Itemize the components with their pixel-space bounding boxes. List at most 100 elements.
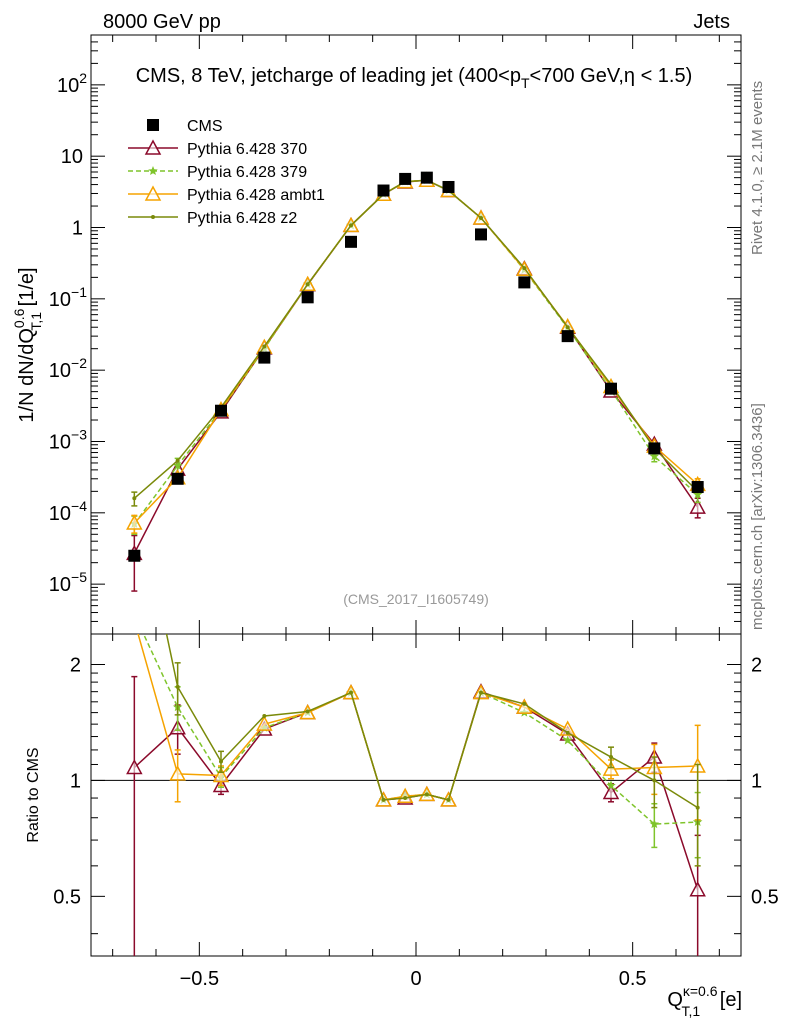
ratio-series-pythia-6-428-z2 (132, 479, 701, 867)
ratio-point-pythia-6-428-z2 (381, 797, 386, 802)
ratio-y-tick-label: 1 (70, 770, 81, 792)
x-axis-label: Qκ=0.6 T,1 [e] (667, 983, 742, 1019)
main-point-pythia-6-428-z2 (522, 266, 527, 271)
main-point-cms (301, 291, 314, 304)
main-point-pythia-6-428-z2 (565, 325, 570, 330)
main-point-cms (605, 382, 617, 395)
main-series-pythia-6-428-z2 (131, 178, 700, 507)
legend-label-pythia-6-428-379: Pythia 6.428 379 (187, 164, 307, 181)
ratio-y-tick-label-right: 2 (751, 654, 762, 676)
main-point-pythia-6-428-z2 (262, 344, 267, 349)
legend-marker-pythia-6-428-z2 (151, 215, 155, 219)
main-series-pythia-6-428-379 (129, 175, 703, 536)
main-y-axis-label: 1/N dN/dQ0.6T,1 [1/e] (11, 267, 44, 422)
ratio-point-pythia-6-428-z2 (479, 690, 483, 695)
main-line-pythia-6-428-370 (133, 179, 699, 554)
main-point-cms (561, 330, 574, 343)
ratio-point-pythia-6-428-379 (606, 780, 616, 790)
main-y-tick-label: 10−3 (49, 426, 87, 453)
x-tick-label: −0.5 (180, 968, 219, 990)
main-point-cms (399, 172, 412, 185)
legend: CMS Pythia 6.428 370 Pythia 6.428 379 Pythi… (128, 118, 325, 227)
main-series-layer (126, 171, 706, 592)
header-left-label: 8000 GeV pp (103, 11, 221, 33)
main-point-pythia-6-428-z2 (349, 223, 353, 228)
ratio-point-pythia-6-428-z2 (652, 778, 657, 783)
ratio-y-axis-label: Ratio to CMS (25, 747, 42, 842)
ratio-point-pythia-6-428-z2 (609, 755, 613, 760)
legend-label-pythia-6-428-ambt1: Pythia 6.428 ambt1 (187, 187, 325, 204)
ratio-line-pythia-6-428-z2 (165, 634, 699, 809)
main-point-cms (691, 481, 704, 494)
ratio-point-pythia-6-428-ambt1 (127, 614, 141, 627)
ratio-point-pythia-6-428-z2 (695, 805, 700, 810)
ratio-point-pythia-6-428-370 (126, 758, 143, 775)
legend-marker-pythia-6-428-ambt1 (144, 185, 162, 201)
ratio-point-pythia-6-428-379 (649, 819, 660, 829)
ratio-line-pythia-6-428-ambt1 (137, 634, 698, 801)
ratio-point-pythia-6-428-z2 (403, 796, 408, 801)
main-point-pythia-6-428-379 (649, 451, 660, 461)
ratio-point-pythia-6-428-ambt1 (256, 715, 273, 731)
ratio-point-pythia-6-428-z2 (565, 730, 570, 735)
main-y-tick-label: 10−1 (49, 284, 87, 311)
x-tick-label: 0.5 (619, 968, 647, 990)
main-y-tick-label: 10−2 (49, 355, 87, 382)
main-series-pythia-6-428-370 (126, 171, 706, 592)
ratio-point-pythia-6-428-z2 (175, 684, 180, 689)
ratio-y-tick-label: 2 (70, 654, 81, 676)
main-point-cms (128, 549, 141, 562)
legend-entry-pythia-6-428-z2: Pythia 6.428 z2 (128, 210, 297, 227)
ratio-point-pythia-6-428-z2 (219, 759, 223, 764)
ratio-point-pythia-6-428-ambt1 (169, 765, 186, 781)
main-point-cms (171, 472, 184, 485)
main-series-pythia-6-428-ambt1 (126, 171, 706, 534)
ratio-y-tick-label: 0.5 (53, 886, 81, 908)
main-point-cms (420, 171, 433, 184)
main-chart-title: CMS, 8 TeV, jetcharge of leading jet (40… (136, 65, 693, 91)
main-point-pythia-6-428-379 (692, 489, 703, 499)
main-y-tick-label: 102 (57, 70, 87, 97)
main-point-cms (258, 351, 271, 364)
legend-entry-pythia-6-428-379: Pythia 6.428 379 (128, 164, 307, 181)
mcplots-label: mcplots.cern.ch [arXiv:1306.3436] (749, 403, 766, 630)
ratio-point-pythia-6-428-z2 (349, 690, 353, 695)
main-point-cms (345, 235, 357, 248)
main-point-cms (442, 180, 455, 193)
main-point-cms (648, 442, 661, 455)
legend-label-cms: CMS (187, 118, 223, 135)
main-point-pythia-6-428-z2 (305, 282, 310, 287)
ratio-point-pythia-6-428-z2 (132, 479, 136, 483)
ratio-point-pythia-6-428-ambt1 (559, 720, 576, 736)
main-line-pythia-6-428-z2 (133, 179, 699, 499)
ratio-point-pythia-6-428-z2 (424, 792, 429, 797)
ratio-point-pythia-6-428-ambt1 (212, 766, 230, 783)
main-line-pythia-6-428-379 (133, 179, 699, 525)
ratio-point-pythia-6-428-379 (130, 609, 140, 618)
legend-label-pythia-6-428-370: Pythia 6.428 370 (187, 141, 307, 158)
legend-entry-pythia-6-428-ambt1: Pythia 6.428 ambt1 (128, 185, 325, 204)
legend-entry-pythia-6-428-370: Pythia 6.428 370 (128, 139, 307, 158)
ratio-point-pythia-6-428-z2 (305, 709, 310, 714)
main-series-cms (128, 171, 704, 562)
legend-marker-cms (147, 119, 159, 131)
main-point-pythia-6-428-370 (689, 498, 706, 514)
main-point-pythia-6-428-z2 (132, 496, 137, 501)
header-right-label: Jets (693, 11, 730, 33)
main-y-tick-label: 10−4 (49, 498, 87, 525)
main-y-tick-label: 10 (61, 146, 83, 168)
legend-label-pythia-6-428-z2: Pythia 6.428 z2 (187, 210, 297, 227)
x-tick-label: 0 (410, 968, 421, 990)
ratio-point-pythia-6-428-z2 (522, 701, 527, 706)
main-point-cms (377, 184, 390, 197)
main-axis-ticks: 10−5 10−4 10−3 10−2 10−1 1 10 102 (49, 34, 741, 635)
ratio-point-pythia-6-428-ambt1 (602, 760, 620, 776)
main-line-pythia-6-428-ambt1 (133, 179, 699, 524)
main-point-pythia-6-428-379 (172, 460, 183, 470)
main-point-pythia-6-428-z2 (479, 215, 483, 220)
main-y-tick-label: 10−5 (49, 569, 87, 596)
ratio-series-pythia-6-428-370 (126, 675, 706, 956)
ratio-point-pythia-6-428-z2 (446, 797, 451, 802)
ratio-point-pythia-6-428-379 (562, 735, 573, 745)
